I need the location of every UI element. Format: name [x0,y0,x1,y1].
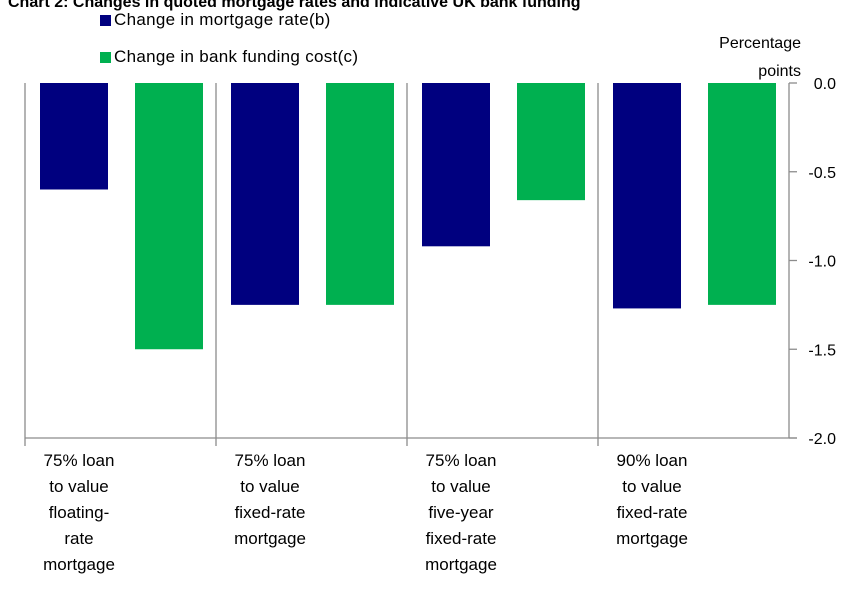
legend-swatch-mortgage-rate [100,14,111,26]
legend-swatch-funding-cost [100,51,111,63]
chart-title: Chart 2: Changes in quoted mortgage rate… [8,0,581,11]
legend-item-mortgage-rate: Change in mortgage rate(b) [100,10,331,30]
bar-funding-cost-4 [708,83,776,305]
bar-funding-cost-2 [326,83,394,305]
bar-mortgage-rate-3 [422,83,490,247]
y-tick-label: -1.0 [808,254,836,271]
category-label-line: floating- [48,503,110,522]
bar-mortgage-rate-1 [40,83,108,190]
category-label-4: 90% loan to value fixed-rate mortgage [596,448,708,552]
category-label-line: mortgage [43,555,115,574]
category-label-line: fixed-rate [616,503,688,522]
category-label-line: 75% loan [43,451,115,470]
category-label-line: mortgage [234,529,306,548]
y-axis-title-line-2: points [758,63,801,80]
y-tick-label: -2.0 [808,431,836,448]
y-axis-title-line-1: Percentage [719,35,801,52]
category-label-line: five-year [428,503,494,522]
legend-item-funding-cost: Change in bank funding cost(c) [100,47,358,67]
category-label-line: 75% loan [234,451,306,470]
category-label-line: mortgage [616,529,688,548]
category-label-line: fixed-rate [425,529,497,548]
category-label-line: to value [240,477,300,496]
category-label-line: rate [64,529,94,548]
category-label-line: fixed-rate [234,503,306,522]
category-label-line: to value [622,477,682,496]
category-label-line: to value [431,477,491,496]
legend-label-funding-cost: Change in bank funding cost(c) [114,47,359,66]
bar-mortgage-rate-4 [613,83,681,309]
y-tick-label: -0.5 [808,165,836,182]
y-tick-label: -1.5 [808,342,836,359]
y-axis-title: Percentage points [719,30,801,86]
y-tick-label: 0.0 [814,76,836,93]
category-label-1: 75% loan to value floating-rate mortgage [23,448,135,578]
bar-mortgage-rate-2 [231,83,299,305]
category-label-line: 75% loan [425,451,497,470]
bar-funding-cost-1 [135,83,203,350]
category-label-line: to value [49,477,109,496]
category-label-line: mortgage [425,555,497,574]
legend-label-mortgage-rate: Change in mortgage rate(b) [114,10,331,29]
category-label-2: 75% loan to value fixed-rate mortgage [214,448,326,552]
category-label-line: 90% loan [616,451,688,470]
category-label-3: 75% loan to value five-year fixed-rate mortg… [405,448,517,578]
bar-funding-cost-3 [517,83,585,201]
